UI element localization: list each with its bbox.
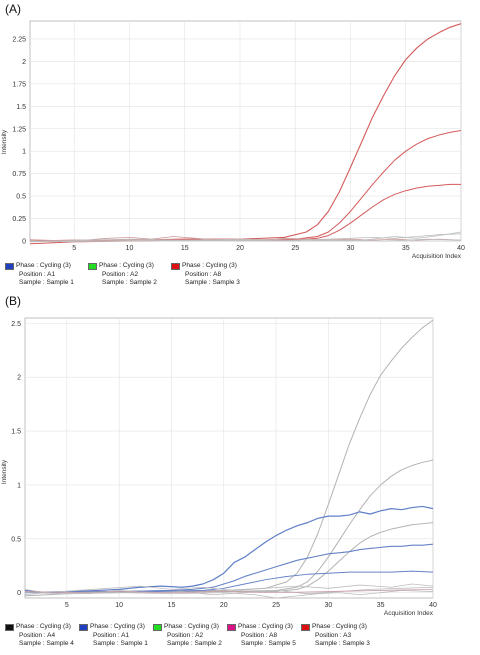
panel-a-legend: Phase : Cycling (3) Position : A1 Sample :…	[5, 262, 475, 288]
y-tick-label: 2	[22, 59, 26, 66]
y-tick-label: 2.25	[12, 36, 26, 43]
panel-a-label: (A)	[5, 2, 21, 16]
x-tick-label: 10	[115, 602, 123, 609]
y-tick-label: 2	[17, 375, 21, 382]
legend-line: Phase : Cycling (3)	[164, 623, 219, 630]
legend-line: Sample : Sample 4	[19, 640, 74, 648]
legend-line: Phase : Cycling (3)	[16, 623, 71, 630]
legend-line: Sample : Sample 2	[167, 640, 222, 648]
legend-swatch	[171, 263, 180, 270]
y-tick-label: 1	[17, 482, 21, 489]
y-tick-label: 0	[17, 590, 21, 597]
x-tick-label: 15	[168, 602, 176, 609]
legend-line: Phase : Cycling (3)	[238, 623, 293, 630]
legend-line: Phase : Cycling (3)	[16, 262, 71, 269]
x-tick-label: 30	[324, 602, 332, 609]
panel-b-chart: 5 10 15 20 25 30 35 40 0 0.5 1 1.5 2 2.5 Acquisition I…	[1, 317, 437, 617]
legend-line: Position : A8	[185, 270, 222, 278]
plot-area	[29, 20, 462, 242]
legend-swatch	[5, 263, 14, 270]
x-tick-label: 25	[291, 245, 299, 252]
legend-line: Position : A3	[315, 631, 352, 639]
legend-line: Position : A2	[167, 631, 204, 639]
y-tick-label: 1.75	[12, 81, 26, 88]
legend-line: Sample : Sample 3	[185, 279, 240, 287]
x-tick-label: 40	[457, 245, 465, 252]
panel-b-legend: Phase : Cycling (3) Position : A4 Sample :…	[5, 623, 475, 651]
legend-line: Position : A1	[19, 270, 56, 278]
x-tick-label: 35	[377, 602, 385, 609]
legend-swatch	[301, 624, 310, 631]
y-tick-label: 0.5	[16, 194, 26, 201]
x-tick-label: 20	[236, 245, 244, 252]
x-tick-label: 20	[220, 602, 228, 609]
legend-line: Position : A4	[19, 631, 56, 639]
plot-area	[24, 317, 434, 599]
legend-swatch	[153, 624, 162, 631]
series-line	[24, 543, 434, 594]
series-line	[24, 588, 434, 594]
y-tick-label: 1	[22, 149, 26, 156]
legend-swatch	[88, 263, 97, 270]
legend-line: Position : A8	[241, 631, 278, 639]
series-line	[24, 583, 434, 594]
y-tick-label: 1.5	[16, 104, 26, 111]
legend-line: Sample : Sample 1	[93, 640, 148, 648]
y-tick-label: 2.5	[11, 321, 21, 328]
series-line	[24, 590, 434, 599]
x-tick-label: 40	[429, 602, 437, 609]
legend-swatch	[79, 624, 88, 631]
x-tick-label: 5	[72, 245, 76, 252]
legend-line: Phase : Cycling (3)	[90, 623, 145, 630]
y-axis-title: Intensity	[1, 129, 8, 154]
y-axis-title: Intensity	[1, 459, 8, 484]
legend-swatch	[227, 624, 236, 631]
panel-b-label: (B)	[5, 294, 21, 308]
legend-swatch	[5, 624, 14, 631]
legend-line: Sample : Sample 5	[241, 640, 296, 648]
series-line	[25, 570, 434, 594]
legend-line: Sample : Sample 2	[102, 279, 157, 287]
legend-line: Position : A1	[93, 631, 130, 639]
x-tick-label: 10	[126, 245, 134, 252]
series-line	[24, 505, 434, 594]
legend-line: Position : A2	[102, 270, 139, 278]
series-line	[29, 233, 462, 242]
series-line	[24, 459, 434, 594]
series-line	[29, 130, 462, 242]
y-tick-label: 0.25	[12, 216, 26, 223]
y-tick-label: 1.25	[12, 126, 26, 133]
series-line	[29, 238, 462, 243]
legend-line: Sample : Sample 3	[315, 640, 370, 648]
y-tick-label: 0	[22, 239, 26, 246]
y-tick-label: 0.5	[11, 536, 21, 543]
legend-line: Phase : Cycling (3)	[99, 262, 154, 269]
x-axis-title: Acquisition Index	[384, 610, 434, 617]
x-tick-label: 25	[272, 602, 280, 609]
legend-line: Sample : Sample 1	[19, 279, 74, 287]
y-tick-label: 0.75	[12, 171, 26, 178]
x-tick-label: 30	[347, 245, 355, 252]
panel-a-chart: 5 10 15 20 25 30 35 40 0 0.25 0.5 0.75 1 1.25 1.5 1.75 2…	[1, 20, 465, 260]
x-tick-label: 15	[181, 245, 189, 252]
x-tick-label: 35	[402, 245, 410, 252]
x-tick-label: 5	[65, 602, 69, 609]
legend-line: Phase : Cycling (3)	[182, 262, 237, 269]
y-tick-label: 1.5	[11, 429, 21, 436]
x-axis-title: Acquisition Index	[412, 253, 462, 260]
legend-line: Phase : Cycling (3)	[312, 623, 367, 630]
